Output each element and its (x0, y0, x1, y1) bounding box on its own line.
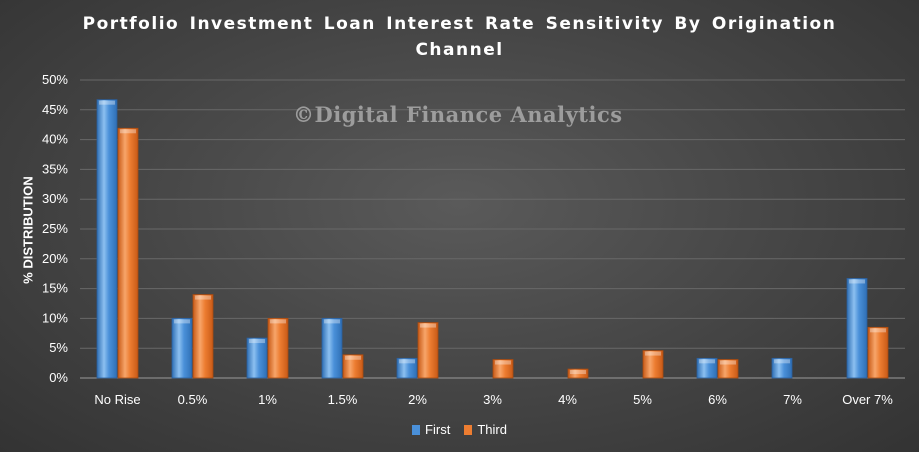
bar-bevel (249, 339, 265, 344)
legend-label-first: First (425, 422, 451, 437)
bar-bevel (399, 359, 415, 364)
y-tick-label: 15% (42, 281, 68, 296)
bar-third (492, 359, 514, 379)
bar-bevel (570, 370, 586, 375)
bar-first (321, 317, 343, 379)
y-tick-label: 50% (42, 72, 68, 87)
bar-first (396, 357, 418, 379)
bar-bevel (774, 359, 790, 364)
x-tick-label: 7% (783, 392, 802, 407)
x-tick-label: 3% (483, 392, 502, 407)
x-tick-label: 2% (408, 392, 427, 407)
bar-bevel (99, 100, 115, 105)
bar-bevel (720, 360, 736, 365)
bar-third (342, 354, 364, 379)
y-tick-label: 40% (42, 132, 68, 147)
y-tick-label: 5% (49, 340, 68, 355)
bar-bevel (420, 323, 436, 328)
bar-bevel (645, 351, 661, 356)
legend-swatch-first (412, 424, 421, 435)
x-tick-label: 1% (258, 392, 277, 407)
bar-first (96, 99, 118, 379)
x-tick-label: 4% (558, 392, 577, 407)
bar-third (117, 127, 139, 379)
y-tick-label: 20% (42, 251, 68, 266)
y-tick-label: 25% (42, 221, 68, 236)
bar-bevel (849, 279, 865, 284)
y-tick-label: 35% (42, 161, 68, 176)
y-tick-label: 10% (42, 310, 68, 325)
x-tick-label: 5% (633, 392, 652, 407)
y-tick-label: 45% (42, 102, 68, 117)
legend-label-third: Third (477, 422, 507, 437)
legend-item-first: First (412, 422, 450, 437)
bar-first (696, 357, 718, 379)
x-tick-label: 1.5% (328, 392, 358, 407)
y-axis-label: % DISTRIBUTION (20, 176, 36, 284)
y-tick-label: 0% (49, 370, 68, 385)
bar-bevel (870, 328, 886, 333)
bar-first (771, 357, 793, 379)
legend-swatch-third (464, 424, 473, 435)
bar-bevel (495, 360, 511, 365)
bar-third (567, 368, 589, 379)
x-tick-label: 6% (708, 392, 727, 407)
bar-third (642, 350, 664, 379)
bar-first (171, 317, 193, 379)
bar-bevel (699, 359, 715, 364)
bar-bevel (120, 129, 136, 134)
x-tick-label: 0.5% (178, 392, 208, 407)
bar-first (246, 337, 268, 379)
chart-title-line-1: Portfolio Investment Loan Interest Rate … (82, 14, 837, 34)
bar-third (267, 317, 289, 379)
bar-bevel (345, 355, 361, 360)
x-tick-label: No Rise (94, 392, 140, 407)
bar-third (717, 359, 739, 379)
bar-bevel (270, 319, 286, 324)
y-tick-label: 30% (42, 191, 68, 206)
watermark: ©Digital Finance Analytics (293, 102, 623, 127)
bar-third (417, 322, 439, 379)
bar-third (192, 294, 214, 379)
bar-bevel (324, 319, 340, 324)
legend: First Third (0, 422, 919, 437)
x-tick-label: Over 7% (842, 392, 893, 407)
legend-item-third: Third (464, 422, 507, 437)
bar-first (846, 278, 868, 379)
bar-bevel (174, 319, 190, 324)
bar-third (867, 326, 889, 379)
bar-bevel (195, 295, 211, 300)
chart-title-line-2: Channel (415, 40, 504, 60)
